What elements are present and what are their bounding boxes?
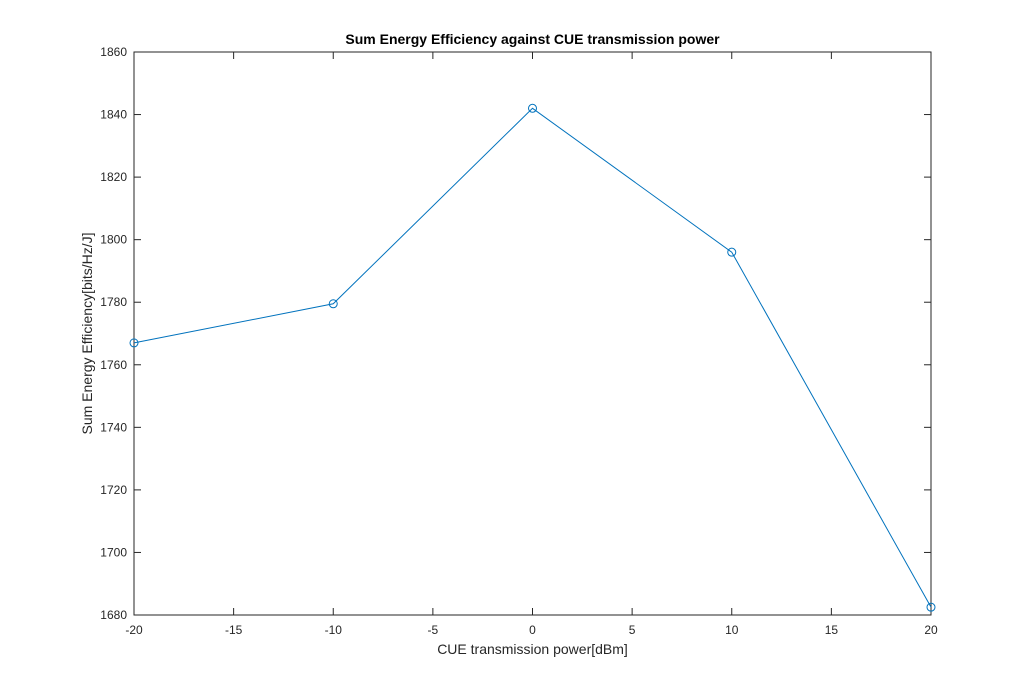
series-layer	[129, 103, 936, 612]
y-tick-label: 1840	[100, 108, 127, 122]
x-tick-label: 5	[629, 623, 636, 637]
y-tick-label: 1800	[100, 233, 127, 247]
x-tick-label: -5	[428, 623, 439, 637]
x-tick-label: 10	[725, 623, 739, 637]
y-tick-label: 1700	[100, 545, 127, 559]
y-tick-label: 1740	[100, 420, 127, 434]
x-axis-label: CUE transmission power[dBm]	[437, 641, 628, 657]
data-point	[727, 247, 737, 257]
y-tick-label: 1720	[100, 483, 127, 497]
data-point	[528, 103, 537, 113]
x-tick-label: -15	[225, 623, 243, 637]
series-line	[133, 107, 932, 608]
y-tick-label: 1820	[100, 170, 127, 184]
x-axis-ticks: -20 -15 -10 -5 0 5 10 15 20	[125, 52, 938, 637]
y-tick-label: 1780	[100, 295, 127, 309]
y-axis-label: Sum Energy Efficiency[bits/Hz/J]	[79, 232, 95, 434]
y-tick-label: 1760	[100, 358, 127, 372]
x-tick-label: 15	[825, 623, 839, 637]
chart-title: Sum Energy Efficiency against CUE transm…	[345, 31, 720, 47]
x-tick-label: -20	[125, 623, 143, 637]
y-tick-label: 1860	[100, 45, 127, 59]
y-tick-label: 1680	[100, 608, 127, 622]
data-point	[926, 602, 936, 612]
x-tick-label: -10	[325, 623, 343, 637]
y-axis-ticks: 1680 1700 1720 1740 1760 1780 1800 1820 1840 1860	[100, 45, 931, 622]
x-tick-label: 20	[924, 623, 938, 637]
data-point	[328, 299, 338, 309]
data-point	[129, 338, 139, 348]
plot-area	[133, 51, 932, 616]
x-tick-label: 0	[529, 623, 536, 637]
